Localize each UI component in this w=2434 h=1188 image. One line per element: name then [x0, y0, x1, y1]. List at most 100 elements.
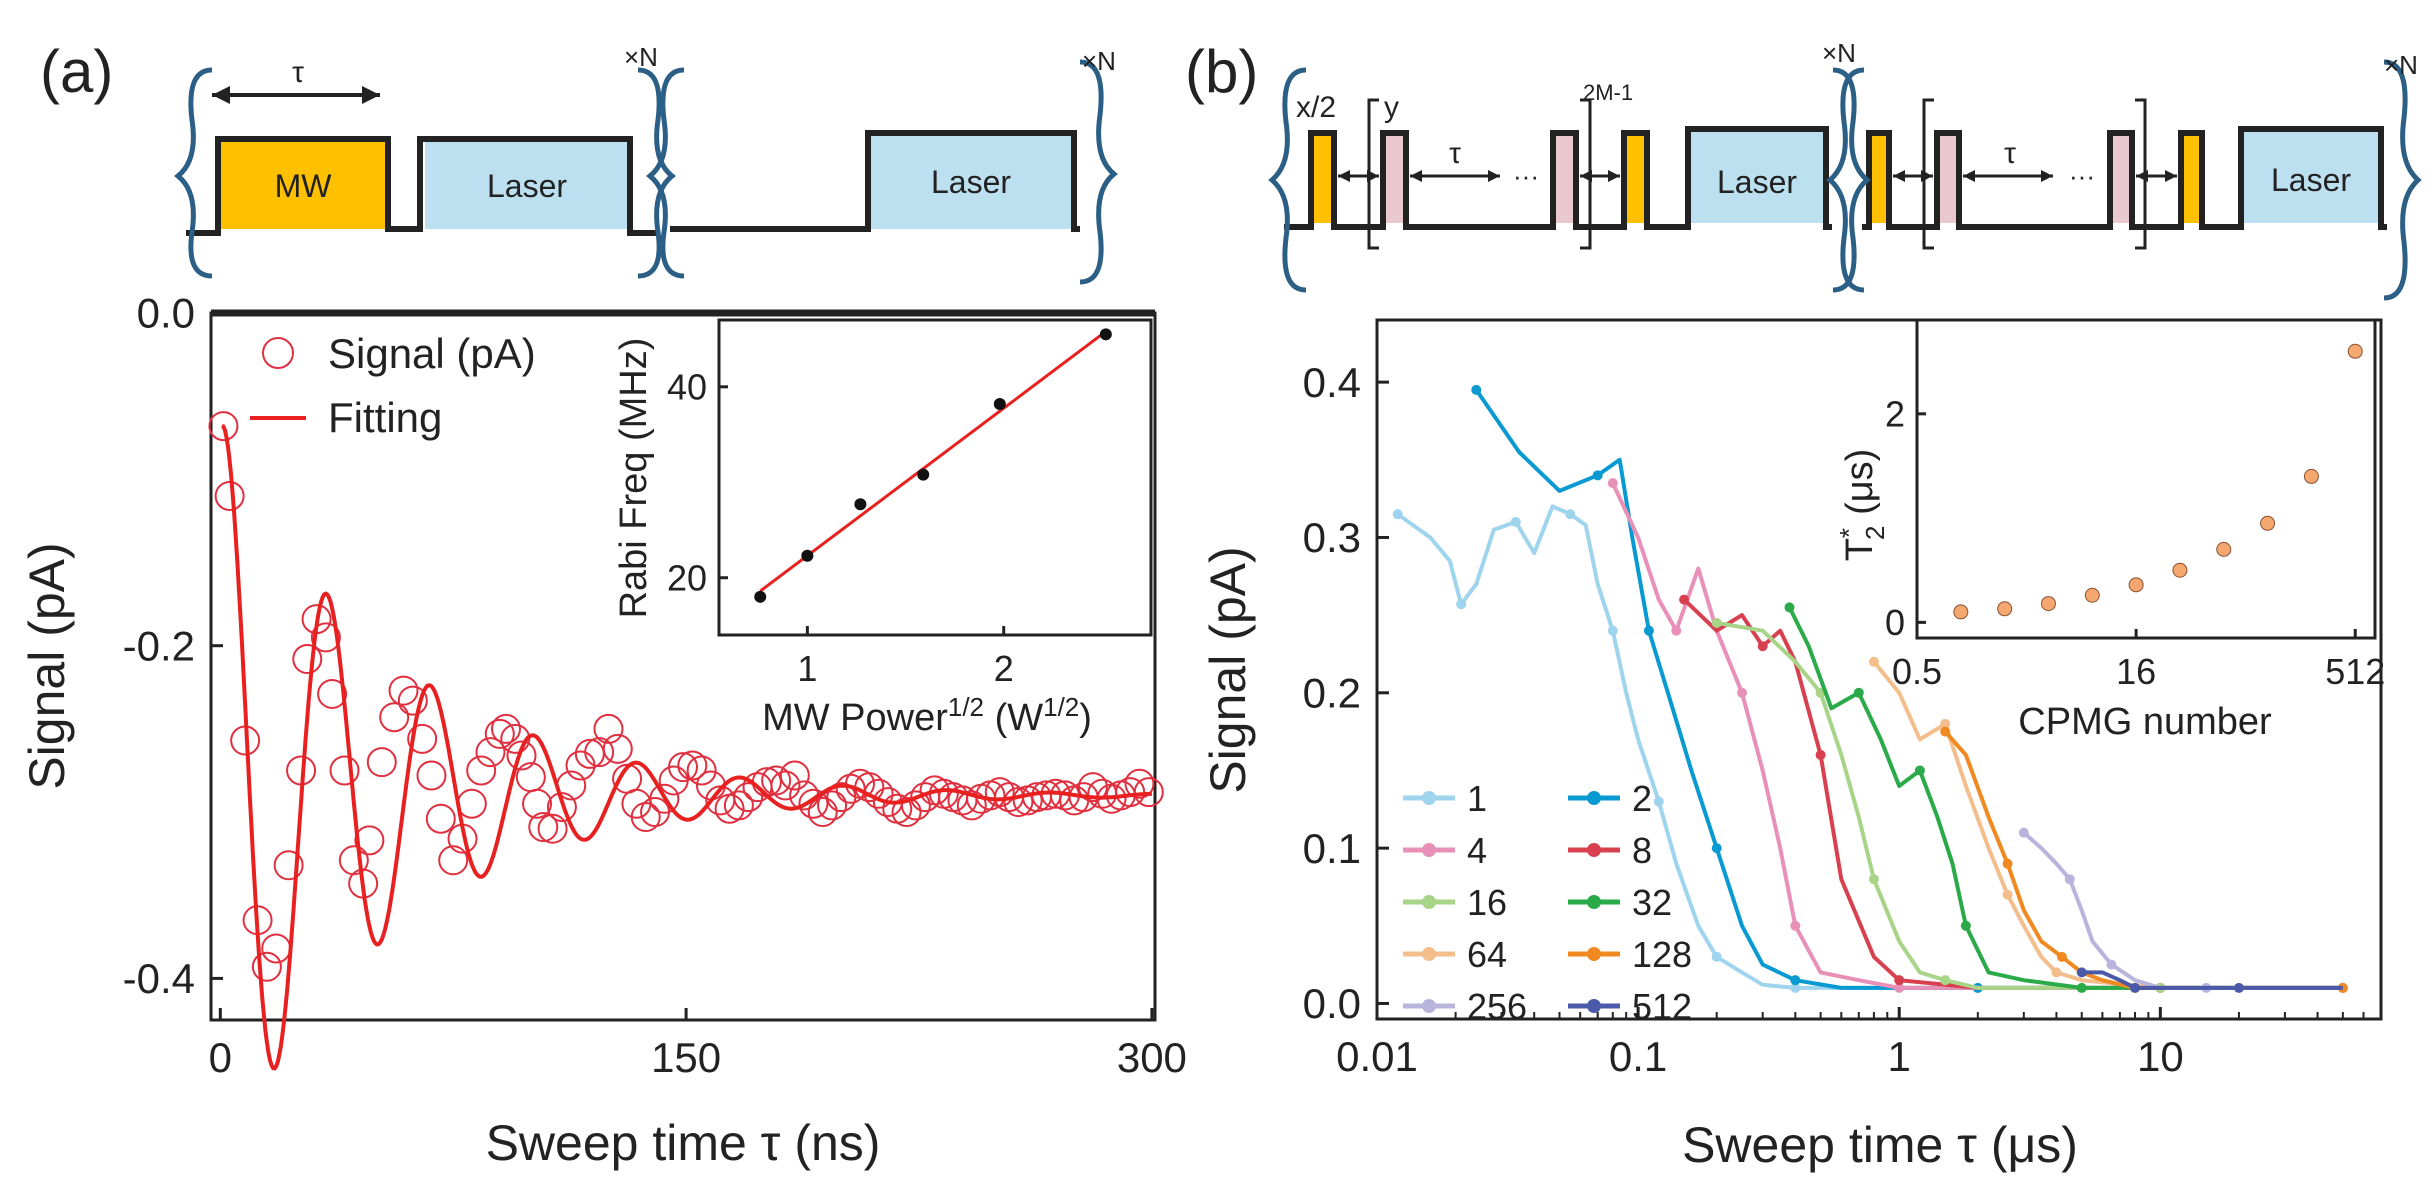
legend-marker-8 [1587, 843, 1601, 857]
brace-a-1-open [174, 67, 213, 279]
signal-point [273, 850, 304, 881]
x2-pulse-3 [1869, 133, 1889, 223]
rabi-inset-point [801, 549, 814, 562]
sequence-b-line-2 [1862, 126, 2387, 230]
cpmg-inset-frame [1915, 318, 2377, 640]
rabi-inset-y-axis-label: Rabi Freq (MHz) [613, 338, 655, 619]
x2-pulse-2 [1624, 133, 1647, 223]
cpmg-point-128 [1940, 726, 1951, 737]
rabi-chart: 0 150 300 0.0 -0.2 -0.4 Sweep time τ (ns) Sig… [19, 290, 1187, 1171]
signal-point [602, 733, 633, 764]
signal-point [807, 797, 838, 828]
signal-point [407, 723, 438, 754]
bracket-exponent: 2M-1 [1583, 80, 1633, 105]
cpmg-x-tick-label: 0.1 [1609, 1033, 1667, 1080]
signal-point [900, 790, 931, 821]
mw-pulse [218, 139, 388, 229]
signal-point [466, 755, 497, 786]
cpmg-series-16 [1716, 620, 2343, 990]
signal-point [438, 845, 469, 876]
signal-point [546, 792, 577, 823]
brace-b-2-open [1826, 67, 1865, 293]
signal-point [261, 933, 292, 964]
cpmg-inset-x-tick-label: 16 [2116, 651, 2156, 692]
legend-marker-4 [1422, 843, 1436, 857]
cpmg-point-1 [1607, 625, 1618, 636]
pulse-sequence-a: τ MW Laser Laser ×N ×N [174, 42, 1118, 285]
rabi-x-tick-label: 300 [1117, 1034, 1187, 1081]
cpmg-series-512 [2081, 970, 2343, 990]
legend-marker-16 [1422, 895, 1436, 909]
laser-pulse-b2 [2241, 129, 2381, 223]
cpmg-point-4 [1894, 982, 1905, 993]
rabi-inset-point [1099, 328, 1112, 341]
cpmg-point-1 [1790, 982, 1801, 993]
cpmg-point-32 [2076, 982, 2087, 993]
signal-point [668, 752, 698, 783]
cpmg-point-2 [1711, 843, 1722, 854]
signal-point [593, 713, 624, 744]
signal-point [649, 783, 680, 814]
cpmg-point-512 [2130, 982, 2141, 993]
rabi-inset-frame [717, 318, 1153, 637]
cpmg-point-4 [1671, 625, 1682, 636]
legend-label-4: 4 [1467, 830, 1487, 871]
cpmg-point-64 [1868, 656, 1879, 667]
cpmg-point-32 [1784, 602, 1795, 613]
cpmg-point-1 [1711, 951, 1722, 962]
laser-pulse-b1 [1688, 129, 1826, 223]
cpmg-chart: 0.01 0.1 1 10 0.0 0.1 0.2 0.3 0.4 1 2 4 8 16 32 64 128 2… [1200, 318, 2383, 1173]
cpmg-x-axis-label: Sweep time τ (μs) [1682, 1117, 2078, 1173]
rabi-y-tick-label: -0.4 [123, 955, 195, 1002]
cpmg-point-16 [1711, 617, 1722, 628]
cpmg-point-8 [1815, 749, 1826, 760]
rabi-y-tick-label: -0.2 [123, 622, 195, 669]
cpmg-point-16 [1940, 975, 1951, 986]
signal-point [456, 788, 487, 819]
signal-point [310, 622, 341, 653]
cpmg-x-tick-label: 1 [1888, 1033, 1911, 1080]
cpmg-point-64 [2002, 889, 2013, 900]
signal-point [817, 790, 848, 821]
brace-a-2-open [646, 67, 685, 279]
signal-point [506, 740, 537, 771]
cpmg-point-64 [1940, 718, 1951, 729]
rabi-y-axis-label: Signal (pA) [19, 542, 75, 789]
panel-label-b: (b) [1185, 38, 1258, 105]
cpmg-point-32 [1960, 920, 1971, 931]
rabi-y-tick-label: 0.0 [137, 290, 195, 337]
laser-label-b2: Laser [2271, 162, 2351, 198]
cpmg-point-32 [1914, 765, 1925, 776]
signal-point [956, 790, 987, 821]
tau-label-b1: τ [1449, 137, 1461, 170]
y-label: y [1384, 91, 1399, 124]
signal-point [686, 755, 717, 786]
signal-point [317, 678, 348, 709]
cpmg-point-128 [2056, 951, 2067, 962]
cpmg-inset-point [2128, 577, 2144, 593]
y-pulse-3 [1937, 133, 1959, 223]
signal-point [770, 770, 801, 801]
times-n-b1: ×N [1822, 38, 1856, 68]
y-pulse-4 [2110, 133, 2132, 223]
signal-point [425, 803, 456, 834]
legend-label-1: 1 [1467, 778, 1487, 819]
legend-label-512: 512 [1632, 986, 1692, 1027]
cpmg-point-1 [1653, 796, 1664, 807]
rabi-inset-point [854, 498, 867, 511]
rabi-x-tick-label: 0 [209, 1034, 232, 1081]
y-pulse-1 [1383, 133, 1406, 223]
cpmg-series-32 [1787, 606, 2343, 990]
x2-label: x/2 [1296, 91, 1336, 124]
y-pulse-2 [1553, 133, 1576, 223]
rabi-inset-x-axis-label: MW Power1/2 (W1/2) [762, 692, 1092, 739]
x2-pulse-4 [2181, 133, 2202, 223]
legend-label-64: 64 [1467, 934, 1507, 975]
times-n-a1: ×N [624, 42, 658, 72]
cpmg-point-512 [2076, 967, 2087, 978]
cpmg-point-2 [1643, 625, 1654, 636]
signal-point [484, 718, 515, 749]
legend-label-16: 16 [1467, 882, 1507, 923]
tau-label-b2: τ [2004, 137, 2016, 170]
cpmg-arrow-heads-1 [1338, 170, 1620, 182]
